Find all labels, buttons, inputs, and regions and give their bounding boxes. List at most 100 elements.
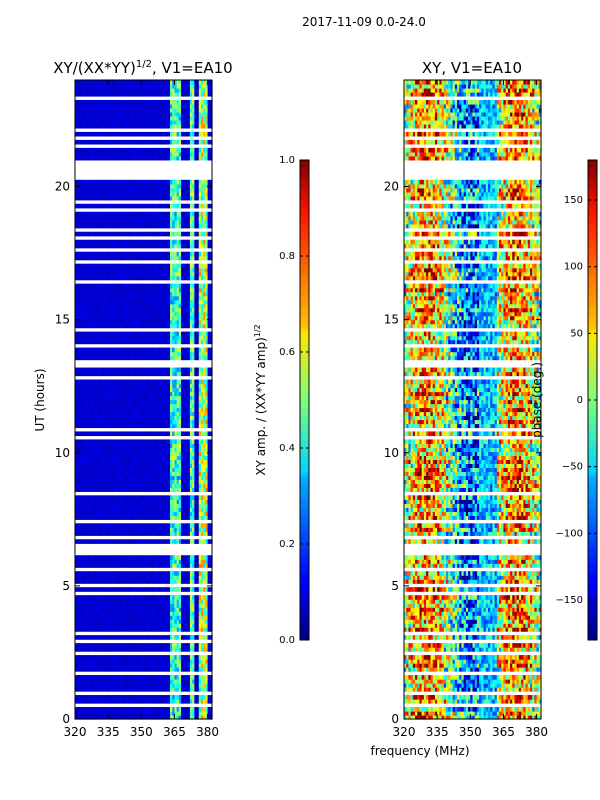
- amp-heatmap-cell: [200, 559, 204, 564]
- amp-heatmap-cell: [97, 635, 100, 640]
- amp-heatmap-cell: [200, 699, 204, 704]
- amp-heatmap-cell: [116, 467, 120, 472]
- amp-heatmap-cell: [132, 675, 136, 680]
- amp-heatmap-cell: [147, 623, 151, 628]
- amp-heatmap-cell: [79, 323, 83, 329]
- amp-heatmap-cell: [172, 379, 176, 385]
- amp-heatmap-cell: [163, 319, 167, 325]
- amp-heatmap-cell: [192, 439, 195, 445]
- amp-heatmap-cell: [86, 391, 89, 397]
- amp-heatmap-cell: [154, 311, 158, 317]
- amp-heatmap-cell: [132, 627, 136, 632]
- amp-heatmap-cell: [150, 683, 153, 688]
- amp-heatmap-cell: [194, 355, 198, 361]
- amp-heatmap-cell: [136, 311, 140, 317]
- amp-heatmap-cell: [139, 559, 142, 564]
- amp-heatmap-cell: [103, 655, 107, 660]
- amp-heatmap-cell: [165, 495, 169, 500]
- amp-heatmap-cell: [158, 603, 162, 608]
- amp-heatmap-cell: [108, 383, 111, 389]
- amp-heatmap-cell: [86, 503, 89, 508]
- amp-heatmap-cell: [158, 683, 162, 688]
- amp-heatmap-cell: [143, 403, 147, 409]
- amp-heatmap-cell: [165, 387, 169, 393]
- amp-heatmap-cell: [75, 443, 78, 449]
- amp-heatmap-cell: [130, 487, 134, 492]
- amp-heatmap-cell: [119, 687, 122, 692]
- amp-heatmap-cell: [119, 471, 122, 476]
- amp-heatmap-cell: [121, 387, 125, 393]
- amp-heatmap-cell: [136, 663, 140, 668]
- amp-heatmap-cell: [110, 395, 114, 401]
- amp-heatmap-cell: [165, 403, 169, 409]
- amp-heatmap-cell: [154, 647, 158, 652]
- amp-heatmap-cell: [75, 667, 78, 672]
- amp-heatmap-cell: [143, 707, 147, 712]
- amp-heatmap-cell: [86, 707, 89, 712]
- amp-heatmap-cell: [194, 387, 198, 393]
- amp-heatmap-cell: [176, 699, 180, 704]
- amp-heatmap-cell: [136, 495, 140, 500]
- amp-heatmap-cell: [187, 443, 191, 449]
- amp-heatmap-cell: [75, 463, 78, 468]
- amp-heatmap-cell: [145, 707, 149, 712]
- amp-heatmap-cell: [172, 659, 176, 664]
- amp-heatmap-cell: [101, 627, 105, 632]
- amp-heatmap-cell: [203, 667, 206, 672]
- amp-heatmap-cell: [200, 395, 204, 401]
- amp-heatmap-cell: [128, 515, 131, 520]
- amp-heatmap-cell: [108, 715, 111, 720]
- amp-heatmap-cell: [196, 483, 200, 488]
- amp-heatmap-cell: [194, 511, 198, 516]
- amp-heatmap-cell: [154, 443, 158, 449]
- amp-heatmap-cell: [116, 471, 120, 476]
- amp-heatmap-cell: [90, 695, 94, 700]
- amp-heatmap-cell: [192, 655, 195, 660]
- amp-heatmap-cell: [121, 467, 125, 472]
- amp-heatmap-cell: [167, 451, 171, 457]
- amp-heatmap-cell: [154, 527, 158, 532]
- amp-heatmap-cell: [97, 619, 100, 624]
- amp-heatmap-cell: [134, 487, 138, 492]
- amp-heatmap-cell: [200, 563, 204, 568]
- amp-heatmap-cell: [75, 611, 78, 616]
- amp-heatmap-cell: [136, 339, 140, 345]
- amp-heatmap-cell: [161, 619, 164, 624]
- amp-heatmap-cell: [152, 379, 156, 385]
- amp-heatmap-cell: [207, 539, 211, 544]
- amp-heatmap-cell: [88, 387, 92, 393]
- amp-heatmap-cell: [121, 619, 125, 624]
- amp-heatmap-cell: [185, 579, 189, 584]
- amp-heatmap-cell: [205, 667, 209, 672]
- amp-heatmap-cell: [205, 351, 209, 357]
- amp-heatmap-cell: [165, 711, 169, 716]
- amp-heatmap-cell: [101, 599, 105, 604]
- amp-heatmap-cell: [110, 715, 114, 720]
- amp-heatmap-cell: [172, 511, 176, 516]
- amp-heatmap-cell: [200, 415, 204, 421]
- amp-heatmap-cell: [200, 707, 204, 712]
- amp-heatmap-cell: [99, 563, 103, 568]
- amp-heatmap-cell: [192, 571, 195, 576]
- amp-heatmap-cell: [94, 463, 98, 468]
- amp-heatmap-cell: [125, 407, 129, 413]
- amp-heatmap-cell: [130, 539, 134, 544]
- amp-heatmap-cell: [110, 679, 114, 684]
- amp-heatmap-cell: [99, 619, 103, 624]
- amp-heatmap-cell: [176, 431, 180, 437]
- amp-heatmap-cell: [200, 331, 204, 337]
- amp-heatmap-cell: [200, 475, 204, 480]
- amp-heatmap-cell: [119, 615, 122, 620]
- amp-heatmap-cell: [123, 311, 127, 317]
- amp-heatmap-cell: [194, 679, 198, 684]
- amp-heatmap-cell: [150, 443, 153, 449]
- amp-heatmap-cell: [154, 323, 158, 329]
- amp-heatmap-cell: [147, 695, 151, 700]
- amp-heatmap-cell: [170, 403, 173, 409]
- amp-heatmap-cell: [128, 623, 131, 628]
- amp-heatmap-cell: [163, 595, 167, 600]
- amp-heatmap-cell: [154, 695, 158, 700]
- amp-heatmap-cell: [92, 503, 96, 508]
- amp-heatmap-cell: [79, 475, 83, 480]
- amp-heatmap-cell: [101, 523, 105, 528]
